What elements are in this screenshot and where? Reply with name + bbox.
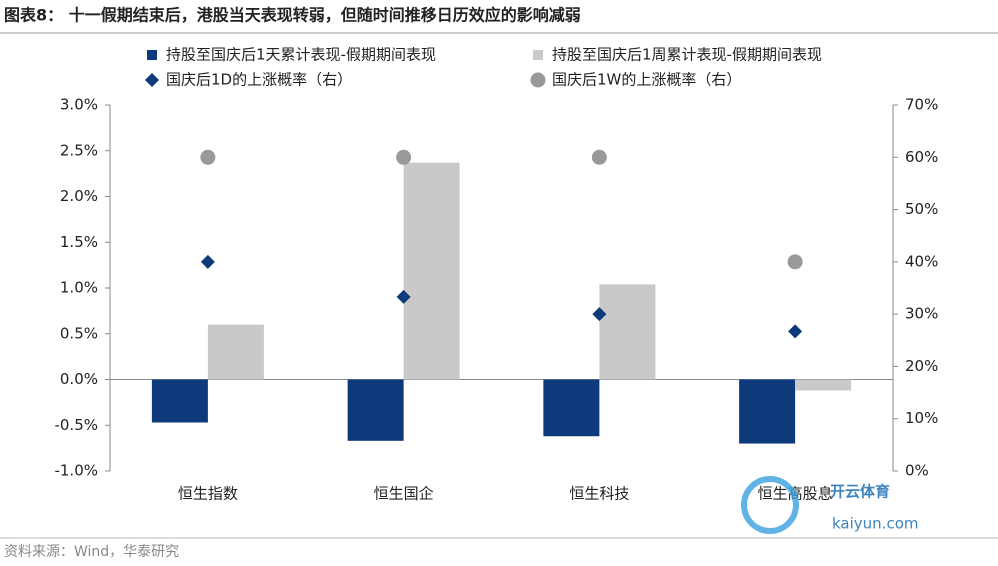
- watermark-site: kaiyun.com: [832, 515, 918, 533]
- point: [592, 307, 607, 322]
- y-tick-label: 0.0%: [60, 370, 98, 388]
- bar: [795, 379, 852, 391]
- y2-tick-label: 40%: [905, 252, 938, 270]
- y-tick-label: 1.0%: [60, 279, 98, 297]
- y2-tick-label: 60%: [905, 148, 938, 166]
- y-tick-label: 0.5%: [60, 324, 98, 342]
- y2-tick-label: 20%: [905, 357, 938, 375]
- y-tick-label: 3.0%: [60, 96, 98, 114]
- point: [200, 254, 215, 269]
- y-tick-label: 2.5%: [60, 141, 98, 159]
- y-tick-label: -0.5%: [54, 416, 98, 434]
- y2-tick-label: 0%: [905, 462, 929, 480]
- y-tick-label: -1.0%: [54, 462, 98, 480]
- point: [591, 149, 607, 165]
- bar: [207, 324, 264, 380]
- legend-label: 持股至国庆后1天累计表现-假期期间表现: [166, 46, 436, 64]
- x-tick-label: 恒生指数: [178, 485, 238, 503]
- watermark-brand: 开云体育: [830, 483, 890, 501]
- y2-tick-label: 30%: [905, 305, 938, 323]
- bar: [151, 379, 208, 423]
- x-tick-label: 恒生科技: [569, 485, 629, 503]
- watermark-logo: [741, 476, 799, 534]
- y2-tick-label: 10%: [905, 409, 938, 427]
- bar: [599, 284, 656, 380]
- y-tick-label: 1.5%: [60, 233, 98, 251]
- legend-marker: [147, 50, 157, 60]
- legend-label: 国庆后1W的上涨概率（右）: [552, 71, 741, 89]
- y2-tick-label: 70%: [905, 96, 938, 114]
- legend-marker: [533, 50, 543, 60]
- legend-label: 持股至国庆后1周累计表现-假期期间表现: [552, 46, 822, 64]
- bar: [739, 379, 796, 444]
- bar: [403, 162, 460, 380]
- x-tick-label: 恒生国企: [374, 485, 434, 503]
- chart-title: 图表8： 十一假期结束后，港股当天表现转弱，但随时间推移日历效应的影响减弱: [4, 6, 581, 25]
- source: 资料来源：Wind，华泰研究: [4, 544, 179, 560]
- legend-label: 国庆后1D的上涨概率（右）: [166, 71, 352, 89]
- legend-marker: [530, 72, 546, 88]
- point: [787, 254, 803, 270]
- point: [396, 149, 412, 165]
- bar: [347, 379, 404, 441]
- y2-tick-label: 50%: [905, 200, 938, 218]
- legend-marker: [145, 73, 159, 87]
- y-tick-label: 2.0%: [60, 187, 98, 205]
- point: [200, 149, 216, 165]
- point: [396, 289, 411, 304]
- bar: [543, 379, 600, 437]
- point: [788, 324, 803, 339]
